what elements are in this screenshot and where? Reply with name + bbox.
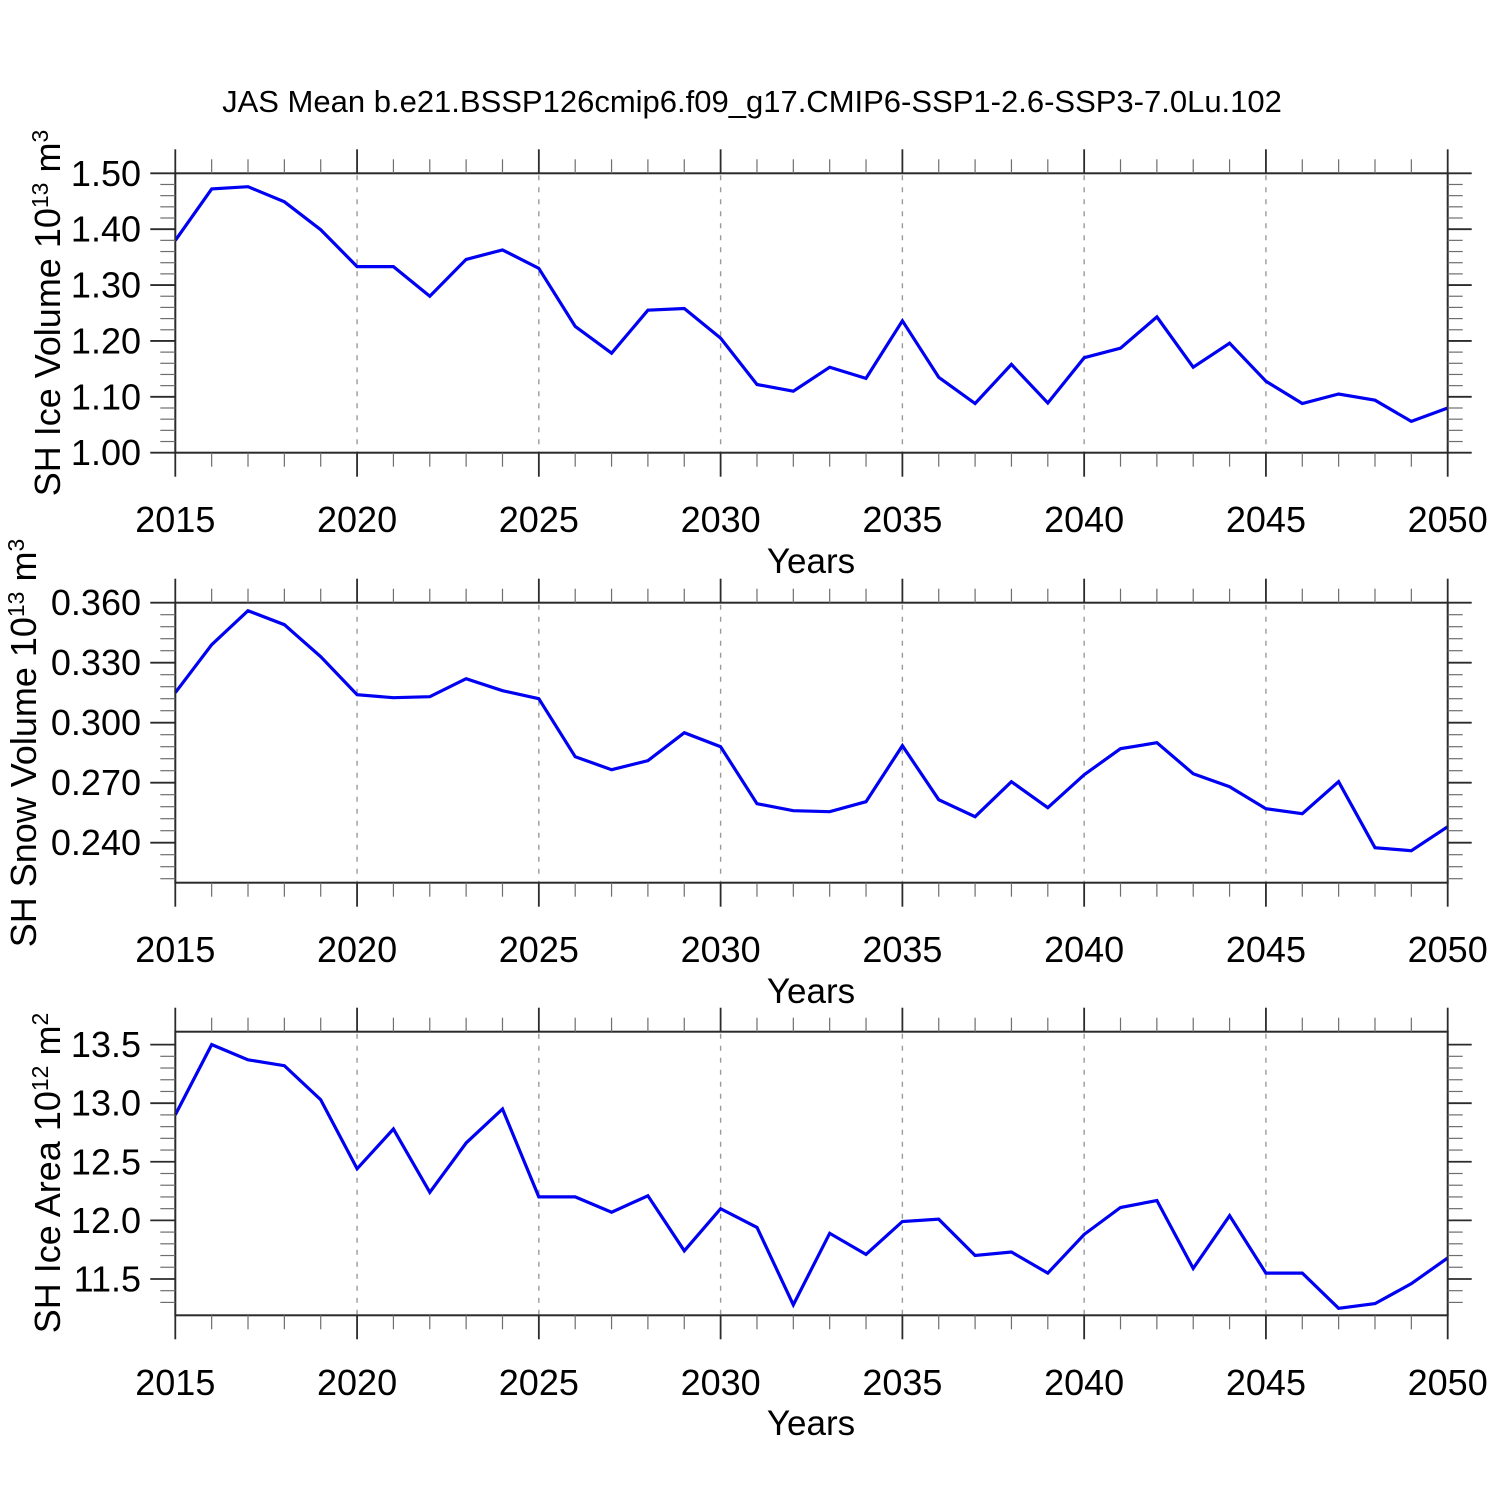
y-tick-label: 0.330	[51, 642, 141, 683]
x-tick-label: 2025	[499, 1362, 579, 1403]
y-tick-label: 0.270	[51, 762, 141, 803]
x-tick-label: 2020	[317, 499, 397, 540]
x-tick-label: 2045	[1226, 929, 1306, 970]
y-tick-label: 1.40	[71, 209, 141, 250]
plot-frame-sh-snow-volume	[174, 601, 1449, 884]
x-tick-label: 2030	[681, 929, 761, 970]
y-tick-label: 0.300	[51, 702, 141, 743]
x-axis-title-panel1: Years	[766, 542, 856, 581]
data-line-sh-ice-volume	[173, 185, 1449, 424]
y-tick-label: 13.0	[71, 1083, 141, 1124]
x-tick-label: 2015	[135, 929, 215, 970]
x-tick-label: 2030	[681, 1362, 761, 1403]
x-tick-label: 2045	[1226, 1362, 1306, 1403]
data-line-sh-snow-volume	[174, 608, 1449, 853]
x-tick-label: 2050	[1408, 1362, 1488, 1403]
plot-frame-sh-ice-volume	[174, 172, 1449, 454]
y-tick-label: 0.360	[51, 582, 141, 623]
x-tick-label: 2020	[317, 1362, 397, 1403]
x-tick-label: 2035	[862, 499, 942, 540]
y-tick-label: 0.240	[51, 822, 141, 863]
x-tick-label: 2050	[1408, 929, 1488, 970]
x-tick-label: 2040	[1044, 1362, 1124, 1403]
x-tick-label: 2050	[1408, 499, 1488, 540]
x-tick-label: 2040	[1044, 499, 1124, 540]
x-tick-label: 2015	[135, 499, 215, 540]
plot-frame-sh-ice-area	[174, 1030, 1449, 1317]
chart-title: JAS Mean b.e21.BSSP126cmip6.f09_g17.CMIP…	[222, 84, 1282, 119]
ylabel-superscript: 13	[3, 591, 29, 618]
x-tick-label: 2040	[1044, 929, 1124, 970]
x-tick-label: 2015	[135, 1362, 215, 1403]
ylabel-text: SH Ice Area 10	[27, 1091, 68, 1334]
y-tick-label: 11.5	[74, 1258, 141, 1299]
y-axis-title-ice-area: SH Ice Area 1012 m2	[25, 823, 71, 1500]
y-tick-label: 1.20	[71, 320, 141, 361]
ylabel-superscript: 13	[27, 182, 53, 209]
x-tick-label: 2030	[681, 499, 761, 540]
y-tick-label: 1.50	[71, 153, 141, 194]
ylabel-superscript: 12	[27, 1065, 53, 1092]
ylabel-superscript: 3	[3, 538, 29, 552]
ylabel-text: m	[3, 551, 44, 592]
x-tick-label: 2035	[862, 929, 942, 970]
ylabel-superscript: 3	[27, 129, 53, 143]
x-axis-title-panel3: Years	[766, 1404, 856, 1443]
ylabel-text: m	[27, 1025, 68, 1066]
data-line-sh-ice-area	[173, 1042, 1449, 1310]
y-tick-label: 12.5	[71, 1141, 141, 1182]
x-tick-label: 2020	[317, 929, 397, 970]
y-tick-label: 1.30	[71, 265, 141, 306]
ylabel-text: m	[27, 142, 68, 183]
x-axis-title-panel2: Years	[766, 972, 856, 1011]
y-tick-label: 1.00	[71, 432, 141, 473]
x-tick-label: 2025	[499, 499, 579, 540]
x-tick-label: 2025	[499, 929, 579, 970]
ylabel-superscript: 2	[27, 1012, 53, 1026]
x-tick-label: 2045	[1226, 499, 1306, 540]
y-tick-label: 13.5	[71, 1024, 141, 1065]
y-tick-label: 12.0	[71, 1200, 141, 1241]
y-tick-label: 1.10	[71, 376, 141, 417]
x-tick-label: 2035	[862, 1362, 942, 1403]
